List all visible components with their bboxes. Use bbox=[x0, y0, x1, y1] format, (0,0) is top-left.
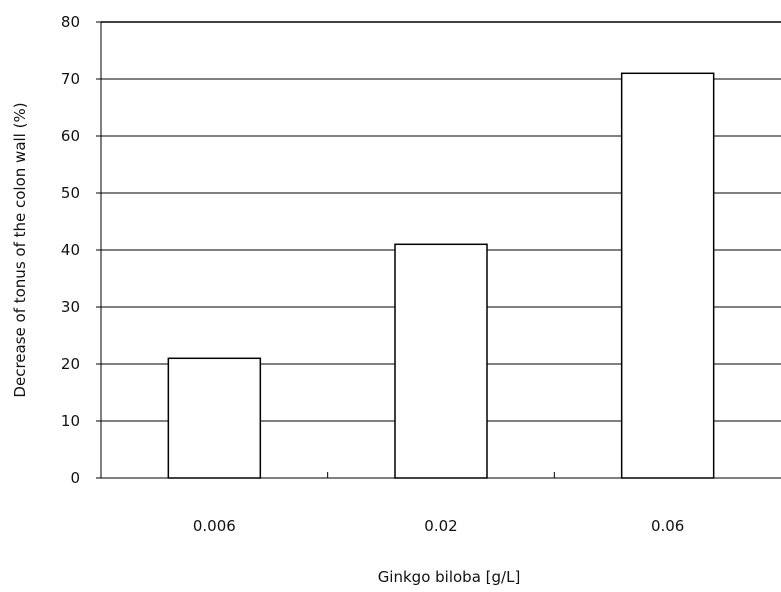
x-tick-label: 0.006 bbox=[193, 517, 236, 535]
y-tick-label: 50 bbox=[61, 184, 80, 202]
bar-0.06 bbox=[620, 72, 715, 479]
y-tick-label: 20 bbox=[61, 355, 80, 373]
y-tick-label: 40 bbox=[61, 241, 80, 259]
y-tick-label: 0 bbox=[70, 469, 80, 487]
x-tick-label: 0.06 bbox=[651, 517, 684, 535]
y-tick-label: 60 bbox=[61, 127, 80, 145]
x-tick-label: 0.02 bbox=[424, 517, 457, 535]
bars bbox=[167, 72, 715, 479]
y-tick-label: 70 bbox=[61, 70, 80, 88]
y-tick-label: 80 bbox=[61, 13, 80, 31]
y-axis-title: Decrease of tonus of the colon wall (%) bbox=[11, 102, 29, 397]
x-axis-title: Ginkgo biloba [g/L] bbox=[378, 568, 521, 586]
y-tick-labels: 0 10 20 30 40 50 60 70 80 bbox=[61, 13, 80, 487]
x-tick-labels: 0.006 0.02 0.06 bbox=[193, 517, 685, 535]
bar-0.006 bbox=[167, 357, 262, 479]
y-tick-label: 10 bbox=[61, 412, 80, 430]
y-tick-label: 30 bbox=[61, 298, 80, 316]
bar-0.02 bbox=[394, 243, 488, 479]
